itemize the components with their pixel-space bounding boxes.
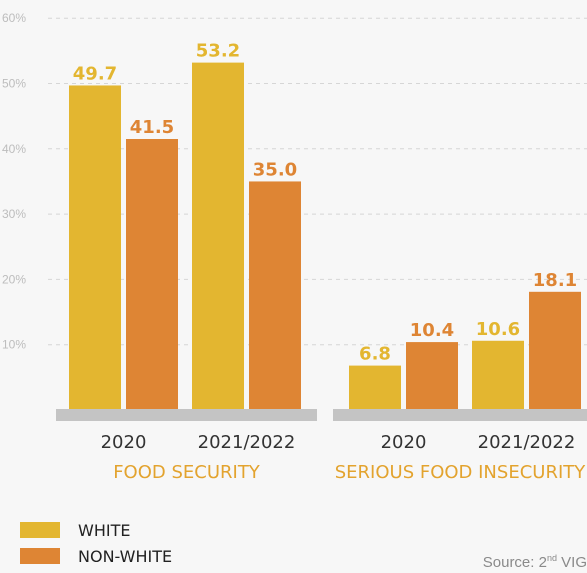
y-tick-label: 10% — [2, 338, 26, 352]
source-prefix: Source: 2 — [483, 554, 547, 571]
value-label: 6.8 — [359, 344, 391, 365]
y-axis-ticks: 10% 20% 30% 40% 50% 60% — [2, 11, 26, 352]
value-label: 49.7 — [73, 63, 117, 84]
category-label: 2021/2022 — [478, 432, 576, 453]
legend-swatch — [20, 548, 60, 564]
group-labels: FOOD SECURITY SERIOUS FOOD INSECURITY — [113, 462, 586, 483]
value-label: 10.4 — [410, 320, 454, 341]
bar — [406, 342, 458, 410]
baselines — [56, 409, 587, 421]
y-tick-label: 50% — [2, 77, 26, 91]
source-superscript: nd — [547, 553, 557, 563]
bar — [249, 181, 301, 410]
y-tick-label: 40% — [2, 142, 26, 156]
value-label: 10.6 — [476, 319, 520, 340]
legend-swatch — [20, 522, 60, 538]
y-tick-label: 20% — [2, 272, 26, 286]
value-label: 41.5 — [130, 117, 174, 138]
bar — [69, 85, 121, 411]
category-label: 2020 — [381, 432, 427, 453]
y-tick-label: 60% — [2, 11, 26, 25]
legend: WHITE NON-WHITE — [20, 521, 172, 566]
group-label: FOOD SECURITY — [113, 462, 261, 483]
legend-label: NON-WHITE — [78, 547, 172, 566]
source-note: Source: 2nd VIG — [483, 553, 587, 571]
value-label: 18.1 — [533, 270, 577, 291]
baseline-bar — [56, 409, 317, 421]
bar — [192, 62, 244, 410]
bar — [349, 365, 401, 410]
category-label: 2021/2022 — [198, 432, 296, 453]
y-tick-label: 30% — [2, 207, 26, 221]
baseline-bar — [333, 409, 587, 421]
legend-label: WHITE — [78, 521, 130, 540]
category-label: 2020 — [101, 432, 147, 453]
value-label: 53.2 — [196, 41, 240, 62]
value-labels: 49.7 41.5 53.2 35.0 6.8 10.4 10.6 18.1 — [73, 41, 577, 365]
source-suffix: VIG — [557, 554, 587, 571]
bar — [472, 340, 524, 410]
group-label: SERIOUS FOOD INSECURITY — [335, 462, 587, 483]
category-labels: 2020 2021/2022 2020 2021/2022 — [101, 432, 576, 453]
value-label: 35.0 — [253, 159, 297, 180]
bar — [529, 291, 581, 410]
bar — [126, 139, 178, 410]
bars — [69, 62, 581, 411]
